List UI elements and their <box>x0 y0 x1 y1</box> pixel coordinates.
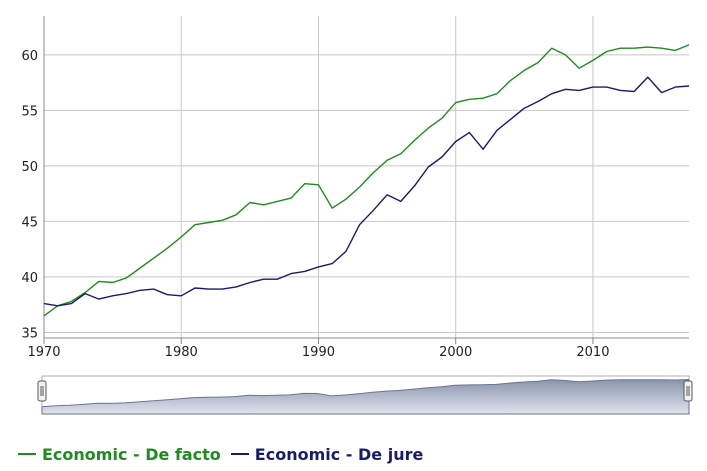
chart: 35 40 45 50 55 60 1970 1980 1990 2000 2010 <box>21 16 693 415</box>
x-tick-label: 2000 <box>439 345 472 360</box>
y-tick-label: 60 <box>21 49 38 64</box>
legend-swatch-de-jure <box>230 453 249 455</box>
navigator-series-area <box>41 378 690 415</box>
navigator-handle-left-grip[interactable] <box>37 380 47 402</box>
navigator-handle-right[interactable] <box>683 380 693 402</box>
series-line-de-jure[interactable] <box>43 76 690 307</box>
x-tick-label: 1990 <box>302 345 335 360</box>
range-navigator[interactable] <box>37 375 693 415</box>
y-tick-label: 55 <box>21 104 38 119</box>
legend-item-de-facto[interactable]: Economic - De facto <box>18 445 221 464</box>
y-tick-label: 40 <box>21 271 38 286</box>
y-tick-label: 35 <box>21 326 38 341</box>
legend-item-de-jure[interactable]: Economic - De jure <box>230 444 424 464</box>
series-layer <box>43 44 690 317</box>
x-tick-label: 2010 <box>576 345 609 360</box>
x-tick-label: 1980 <box>165 345 198 360</box>
axes: 35 40 45 50 55 60 1970 1980 1990 2000 2010 <box>21 16 689 360</box>
navigator-handle-right-grip[interactable] <box>683 380 693 402</box>
legend-label-de-jure: Economic - De jure <box>254 444 424 464</box>
legend: Economic - De facto Economic - De jure <box>18 442 423 466</box>
series-line-de-facto[interactable] <box>43 44 690 317</box>
y-tick-label: 50 <box>21 160 38 175</box>
legend-label-de-facto: Economic - De facto <box>42 444 221 464</box>
gridlines <box>43 16 689 338</box>
x-tick-label: 1970 <box>27 345 60 360</box>
legend-swatch-de-facto <box>18 453 36 455</box>
y-tick-label: 45 <box>21 215 38 230</box>
navigator-handle-left[interactable] <box>37 380 47 402</box>
